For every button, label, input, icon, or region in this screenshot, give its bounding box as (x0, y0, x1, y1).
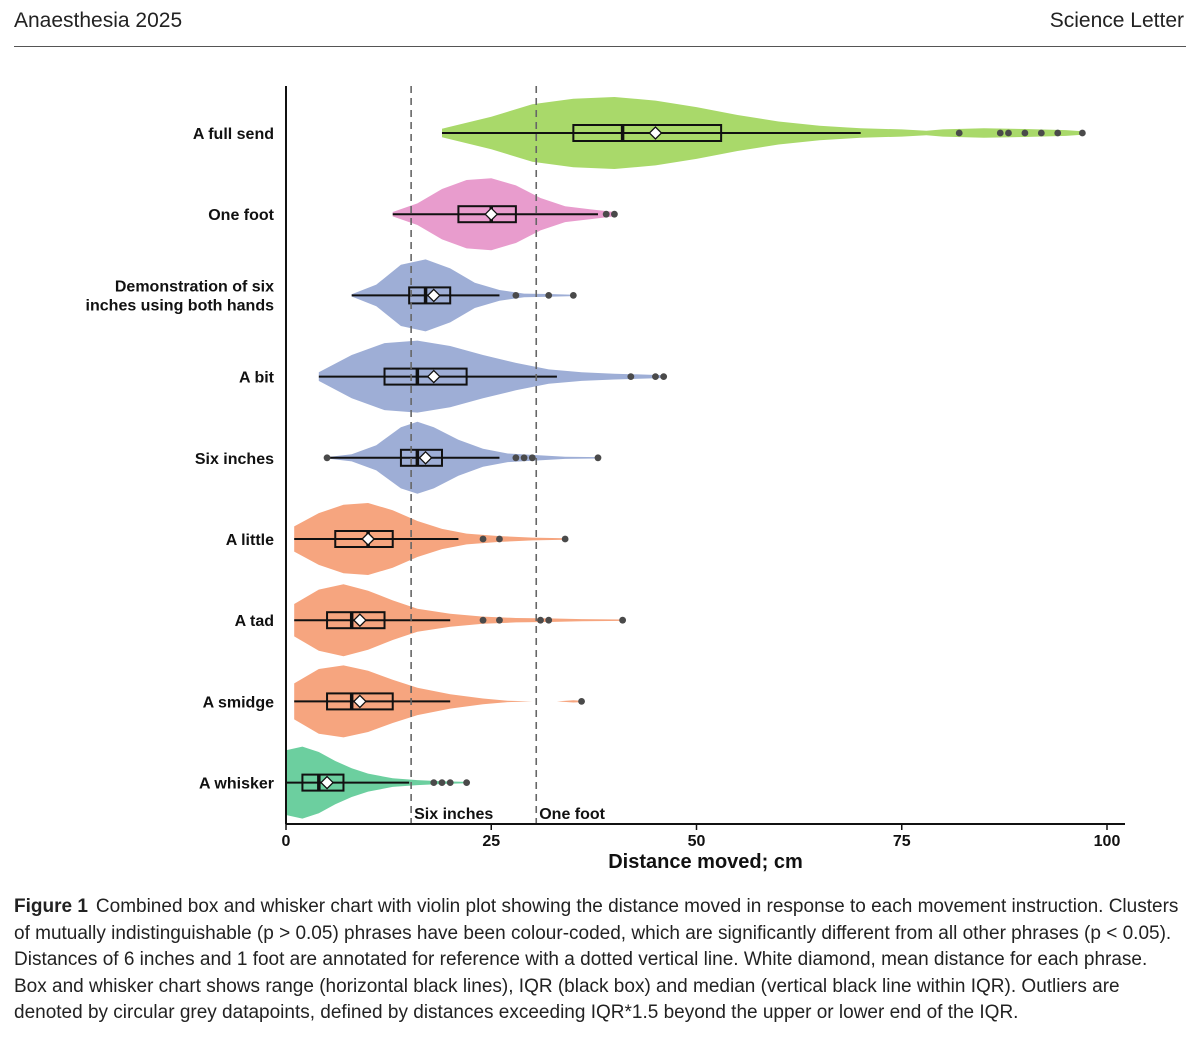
mean-diamond (426, 369, 441, 384)
iqr-box (399, 448, 443, 467)
mean-diamond (320, 775, 334, 790)
iqr-box (301, 773, 345, 792)
outlier-point (660, 373, 668, 380)
outlier-point (496, 535, 503, 543)
mean-diamond (361, 532, 376, 546)
mean-diamond (426, 288, 441, 303)
x-axis-title: Distance moved; cm (608, 851, 803, 873)
outlier-point (561, 535, 569, 543)
outlier-point (479, 535, 487, 543)
outlier-point (512, 292, 520, 299)
journal-title: Anaesthesia 2025 (14, 9, 183, 32)
outlier-point (1021, 129, 1029, 137)
violin-box-chart: A full send One foot Demonstration of six i… (86, 86, 1125, 873)
category-label: A whisker (199, 776, 274, 793)
outlier-point (594, 454, 602, 462)
iqr-box (334, 530, 394, 548)
outlier-point (512, 454, 520, 462)
outlier-point (438, 779, 446, 786)
page-header: Anaesthesia 2025 Science Letter (14, 0, 1186, 47)
iqr-box (457, 205, 517, 224)
category-label: A full send (193, 126, 274, 143)
outlier-point (627, 373, 635, 380)
category-label: Six inches (195, 451, 274, 468)
figure-caption: Figure 1 Combined box and whisker chart w… (14, 894, 1182, 1027)
mean-diamond (418, 450, 433, 465)
outlier-point (569, 292, 577, 299)
outlier-point (955, 129, 963, 137)
outlier-point (1078, 129, 1086, 137)
outlier-point (545, 616, 553, 624)
outlier-point (528, 454, 536, 462)
outlier-point (1037, 129, 1045, 137)
x-tick-label: 75 (893, 833, 911, 850)
reference-label: One foot (539, 806, 605, 823)
outlier-point (446, 779, 454, 786)
outlier-point (463, 779, 471, 786)
outlier-point (496, 616, 503, 624)
outlier-point (520, 454, 528, 462)
outlier-point (611, 210, 618, 218)
mean-diamond (484, 207, 499, 222)
outlier-point (578, 698, 585, 705)
outlier-point (996, 129, 1004, 137)
caption-text: Combined box and whisker chart with viol… (14, 896, 1179, 1023)
category-label: A smidge (203, 694, 275, 711)
section-label: Science Letter (1049, 9, 1184, 32)
iqr-box (383, 367, 468, 386)
category-label: A little (226, 532, 274, 549)
outlier-point (323, 454, 331, 462)
outlier-point (1054, 129, 1062, 137)
iqr-box (408, 286, 452, 305)
x-tick-label: 0 (282, 833, 291, 850)
mean-diamond (352, 694, 367, 709)
outlier-point (537, 616, 544, 624)
outlier-point (545, 292, 553, 299)
reference-label: Six inches (414, 806, 493, 823)
iqr-box (326, 692, 394, 711)
violin (294, 584, 623, 657)
category-label: One foot (208, 207, 274, 224)
figure-label: Figure 1 (14, 896, 88, 917)
outlier-point (430, 779, 438, 786)
category-label: A bit (239, 370, 275, 387)
category-label: Demonstration of six inches using both ha… (86, 278, 275, 314)
x-tick-label: 100 (1094, 833, 1121, 850)
mean-diamond (352, 613, 367, 628)
mean-diamond (648, 126, 663, 140)
category-label: A tad (235, 613, 274, 630)
iqr-box (572, 124, 723, 142)
outlier-point (619, 616, 627, 624)
x-tick-label: 25 (482, 833, 500, 850)
outlier-point (1005, 129, 1012, 137)
iqr-box (326, 611, 386, 630)
outlier-point (479, 616, 487, 624)
outlier-point (602, 210, 610, 218)
outlier-point (652, 373, 659, 380)
x-tick-label: 50 (688, 833, 706, 850)
